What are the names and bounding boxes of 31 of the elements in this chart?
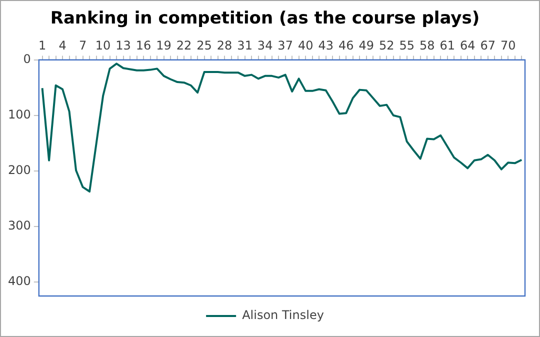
x-tick-label: 52 bbox=[378, 38, 394, 53]
x-tick-label: 37 bbox=[278, 38, 293, 53]
x-tick-label: 49 bbox=[358, 38, 374, 53]
x-tick-label: 67 bbox=[480, 38, 496, 53]
x-tick-label: 16 bbox=[136, 38, 152, 53]
chart-title: Ranking in competition (as the course plays) bbox=[50, 8, 480, 29]
x-tick-label: 58 bbox=[419, 38, 435, 53]
x-tick-label: 61 bbox=[440, 38, 455, 53]
x-tick-label: 1 bbox=[38, 38, 46, 53]
y-tick-label: 300 bbox=[8, 218, 31, 233]
x-tick-label: 46 bbox=[338, 38, 354, 53]
x-tick-label: 34 bbox=[257, 38, 273, 53]
y-tick-label: 400 bbox=[8, 274, 31, 288]
x-tick-label: 55 bbox=[399, 38, 414, 53]
x-tick-label: 28 bbox=[216, 38, 232, 53]
x-tick-label: 40 bbox=[298, 38, 314, 53]
x-tick-label: 22 bbox=[176, 38, 192, 53]
y-tick-label: 200 bbox=[8, 163, 31, 178]
x-tick-label: 70 bbox=[500, 38, 516, 53]
x-tick-label: 31 bbox=[237, 38, 252, 53]
x-tick-label: 10 bbox=[95, 38, 111, 53]
x-tick-label: 13 bbox=[116, 38, 131, 53]
legend-label: Alison Tinsley bbox=[242, 308, 324, 322]
x-tick-label: 64 bbox=[460, 38, 476, 53]
y-tick-label: 0 bbox=[23, 52, 31, 66]
y-tick-label: 100 bbox=[8, 108, 31, 122]
x-tick-label: 4 bbox=[58, 38, 66, 53]
x-tick-label: 25 bbox=[196, 38, 212, 53]
x-tick-label: 7 bbox=[78, 38, 87, 53]
x-tick-label: 19 bbox=[156, 38, 172, 53]
x-tick-label: 43 bbox=[318, 38, 334, 53]
